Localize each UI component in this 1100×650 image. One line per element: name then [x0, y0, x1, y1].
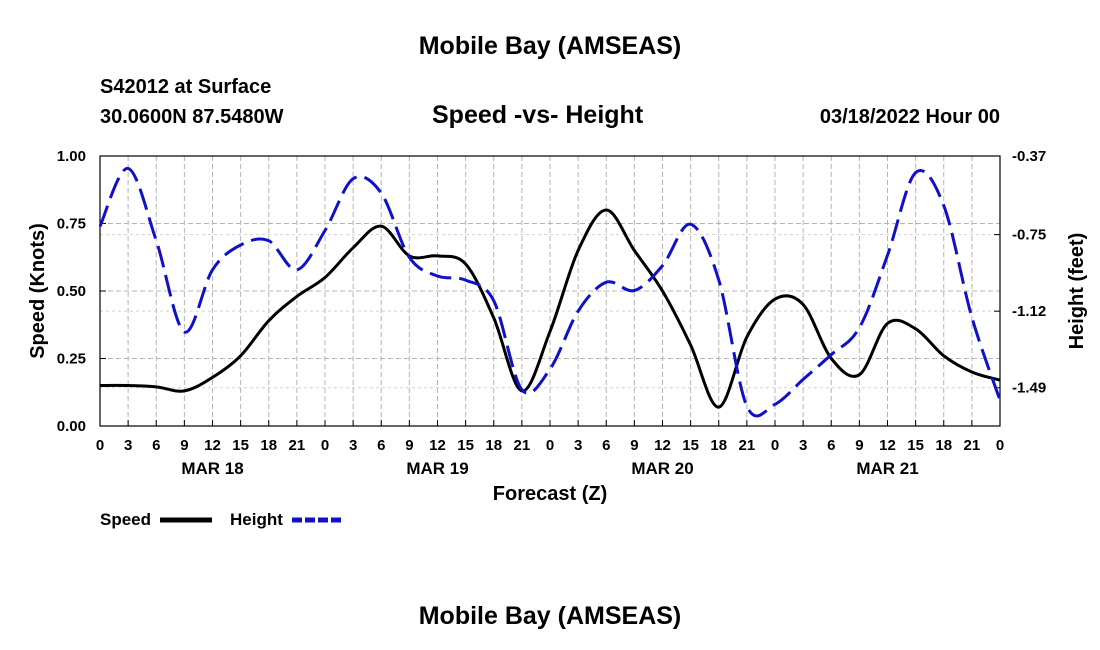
x-tick-label: 15 — [457, 437, 474, 454]
y-tick-label: 0.25 — [57, 351, 86, 368]
day-label: MAR 19 — [406, 459, 468, 478]
y-right-tick-label: -1.12 — [1012, 303, 1046, 320]
x-tick-label: 6 — [827, 437, 835, 454]
x-tick-label: 12 — [879, 437, 896, 454]
axis-ticks: 0 3 6 9 12 15 18 21 0 3 6 9 12 15 18 21 0 3 6 9 12 15 18 21 0 3 6 9… — [57, 148, 1046, 478]
x-tick-label: 15 — [682, 437, 699, 454]
x-tick-label: 12 — [429, 437, 446, 454]
y-right-tick-label: -0.37 — [1012, 148, 1046, 165]
y-tick-label: 1.00 — [57, 148, 86, 165]
legend-speed-label: Speed — [100, 510, 151, 529]
x-tick-label: 9 — [405, 437, 413, 454]
repeat-title: Mobile Bay (AMSEAS) — [418, 602, 682, 630]
y-right-tick-label: -1.49 — [1012, 380, 1046, 397]
x-tick-label: 21 — [964, 437, 981, 454]
x-tick-label: 3 — [124, 437, 132, 454]
station-coords: 30.0600N 87.5480W — [100, 106, 284, 128]
station-label: S42012 at Surface — [100, 76, 272, 98]
x-tick-label: 21 — [289, 437, 306, 454]
legend-height-label: Height — [230, 510, 283, 529]
x-tick-label: 15 — [907, 437, 924, 454]
speed-series-line — [99, 208, 1001, 409]
x-tick-label: 18 — [710, 437, 727, 454]
x-tick-label: 3 — [349, 437, 357, 454]
x-tick-label: 21 — [514, 437, 531, 454]
x-tick-label: 0 — [996, 437, 1004, 454]
forecast-date: 03/18/2022 Hour 00 — [819, 106, 1000, 128]
x-tick-label: 3 — [799, 437, 807, 454]
y-tick-label: 0.75 — [57, 216, 86, 233]
y-right-axis-title: Height (feet) — [1066, 233, 1088, 350]
x-tick-label: 6 — [152, 437, 160, 454]
chart-title: Speed -vs- Height — [432, 101, 644, 129]
x-tick-label: 0 — [96, 437, 104, 454]
x-axis-title: Forecast (Z) — [493, 483, 607, 505]
x-tick-label: 9 — [180, 437, 188, 454]
y-right-tick-label: -0.75 — [1012, 227, 1046, 244]
x-tick-label: 18 — [935, 437, 952, 454]
x-tick-label: 12 — [654, 437, 671, 454]
x-tick-label: 15 — [232, 437, 249, 454]
x-tick-label: 9 — [630, 437, 638, 454]
height-series-line — [98, 166, 1002, 418]
x-tick-label: 6 — [602, 437, 610, 454]
x-tick-label: 12 — [204, 437, 221, 454]
x-tick-label: 18 — [260, 437, 277, 454]
day-label: MAR 20 — [631, 459, 693, 478]
y-tick-label: 0.50 — [57, 283, 86, 300]
grid-lines — [100, 156, 1000, 426]
day-label: MAR 21 — [856, 459, 918, 478]
page-title: Mobile Bay (AMSEAS) — [418, 32, 682, 60]
x-tick-label: 3 — [574, 437, 582, 454]
x-tick-label: 21 — [739, 437, 756, 454]
y-axis-title: Speed (Knots) — [27, 223, 49, 359]
day-label: MAR 18 — [181, 459, 243, 478]
x-tick-label: 9 — [855, 437, 863, 454]
x-tick-label: 6 — [377, 437, 385, 454]
x-tick-label: 0 — [546, 437, 554, 454]
x-tick-label: 18 — [485, 437, 502, 454]
series-lines — [98, 166, 1002, 418]
x-tick-label: 0 — [771, 437, 779, 454]
x-tick-label: 0 — [321, 437, 329, 454]
y-tick-label: 0.00 — [57, 418, 86, 435]
